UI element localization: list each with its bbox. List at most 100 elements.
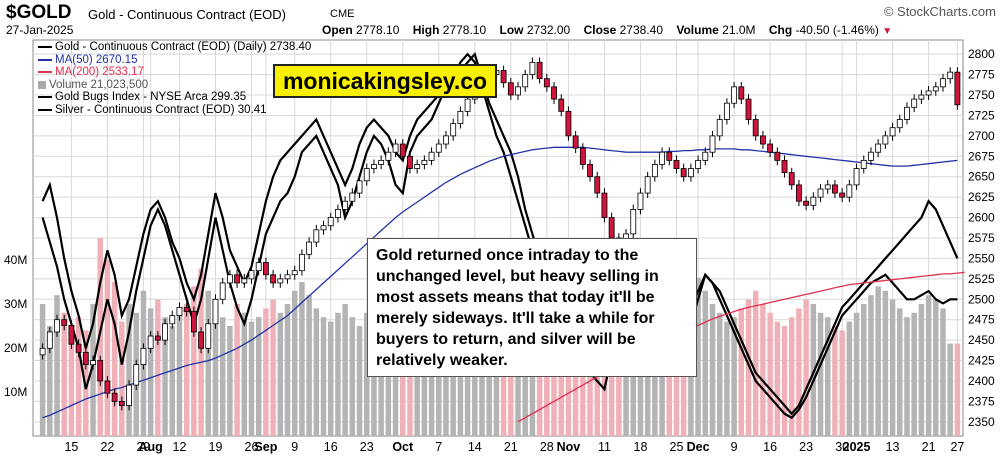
ma200-line xyxy=(517,271,965,423)
date-tick-label: Dec xyxy=(687,440,710,454)
volume-label: Volume xyxy=(676,23,719,37)
candle-body xyxy=(651,164,658,178)
price-axis: 2350 2375 2400 2425 2450 2475 2500 2525 2550 2575… xyxy=(968,47,995,429)
candle-body xyxy=(356,180,363,194)
volume-bar xyxy=(97,238,103,436)
date-tick-label: 9 xyxy=(291,440,298,454)
volume-bar xyxy=(104,260,111,436)
candle-body xyxy=(774,151,781,161)
candle-body xyxy=(543,78,550,88)
volume-bar xyxy=(335,312,341,436)
volume-bar xyxy=(270,299,276,436)
candle-body xyxy=(515,86,521,96)
brand-link[interactable]: © StockCharts.com xyxy=(883,4,996,19)
candle-body xyxy=(183,307,190,312)
volume-bar xyxy=(61,312,67,436)
candle-body xyxy=(594,176,601,194)
candle-body xyxy=(695,159,702,169)
candle-body xyxy=(104,380,111,394)
volume-bar xyxy=(119,321,125,436)
volume-bar xyxy=(299,282,305,436)
volume-bar xyxy=(147,308,154,436)
date-tick-label: 9 xyxy=(731,440,738,454)
low-label: Low xyxy=(499,23,524,37)
legend-label: MA(200) 2533.17 xyxy=(55,66,144,78)
volume-bar xyxy=(263,308,269,436)
low-value: 2732.00 xyxy=(526,23,571,37)
candle-body xyxy=(637,192,644,210)
candle-body xyxy=(205,323,212,349)
price-tick-label: 2675 xyxy=(968,149,995,163)
volume-bar xyxy=(911,312,917,436)
candle-body xyxy=(349,192,356,202)
candle-body xyxy=(162,323,168,341)
volume-bar xyxy=(284,304,291,436)
legend-entry: Gold Bugs Index - NYSE Arca 299.35 xyxy=(38,91,311,104)
volume-bar xyxy=(234,304,240,436)
volume-bar xyxy=(954,343,961,436)
candle-body xyxy=(846,184,853,198)
price-tick-label: 2750 xyxy=(968,88,995,102)
date-tick-label: 15 xyxy=(64,440,78,454)
volume-bar xyxy=(219,317,226,436)
ohlc-bar: Open 2778.10 High 2778.10 Low 2732.00 Cl… xyxy=(322,23,892,37)
candle-body xyxy=(507,82,514,96)
date-tick-label: 22 xyxy=(100,440,114,454)
exchange: CME xyxy=(330,8,355,20)
volume-bar xyxy=(767,312,773,436)
volume-bar xyxy=(803,299,809,436)
candle-body xyxy=(709,135,716,153)
candle-body xyxy=(925,90,932,96)
volume-bar xyxy=(825,317,831,436)
volume-bar xyxy=(248,321,255,436)
volume-bar xyxy=(536,321,543,436)
volume-bar xyxy=(738,308,745,436)
date-tick-label: 16 xyxy=(324,440,338,454)
price-tick-label: 2650 xyxy=(968,170,995,184)
candle-body xyxy=(82,351,89,366)
candle-body xyxy=(803,200,810,206)
candle-body xyxy=(723,102,730,120)
candle-body xyxy=(500,70,507,84)
volume-bar xyxy=(752,290,759,436)
date-tick-label: Aug xyxy=(138,440,162,454)
chart-legend: Gold - Continuous Contract (EOD) (Daily)… xyxy=(38,41,311,116)
candle-body xyxy=(673,159,680,169)
candle-body xyxy=(435,143,442,153)
candle-body xyxy=(234,274,241,284)
price-tick-label: 2400 xyxy=(968,374,995,388)
candle-body xyxy=(133,364,140,386)
volume-bar xyxy=(126,304,132,436)
candle-body xyxy=(371,164,377,169)
price-tick-label: 2725 xyxy=(968,108,995,122)
candle-body xyxy=(176,307,183,317)
volume-bar xyxy=(695,277,701,436)
volume-bar xyxy=(291,290,298,436)
silver-series xyxy=(41,52,959,416)
date-tick-label: 16 xyxy=(763,440,777,454)
candle-body xyxy=(752,119,759,137)
price-tick-label: 2425 xyxy=(968,354,995,368)
volume-bar xyxy=(731,317,737,436)
volume-bar xyxy=(155,299,161,436)
volume-bar xyxy=(356,326,363,436)
price-tick-label: 2375 xyxy=(968,394,995,408)
quote-date: 27-Jan-2025 xyxy=(6,23,74,37)
candle-body xyxy=(875,143,882,153)
volume-bar xyxy=(349,317,356,436)
candle-body xyxy=(810,196,817,206)
candle-body xyxy=(558,98,565,112)
price-tick-label: 2475 xyxy=(968,313,995,327)
volume-bar xyxy=(947,343,953,436)
candle-body xyxy=(428,151,435,161)
volume-bar xyxy=(306,295,312,436)
candle-body xyxy=(198,331,204,349)
candle-body xyxy=(241,278,248,284)
volume-bar xyxy=(320,317,327,436)
volume-bar xyxy=(724,321,730,436)
date-tick-label: 27 xyxy=(950,440,964,454)
candle-body xyxy=(839,192,846,198)
volume-bar xyxy=(68,339,75,436)
volume-bar xyxy=(47,326,53,436)
